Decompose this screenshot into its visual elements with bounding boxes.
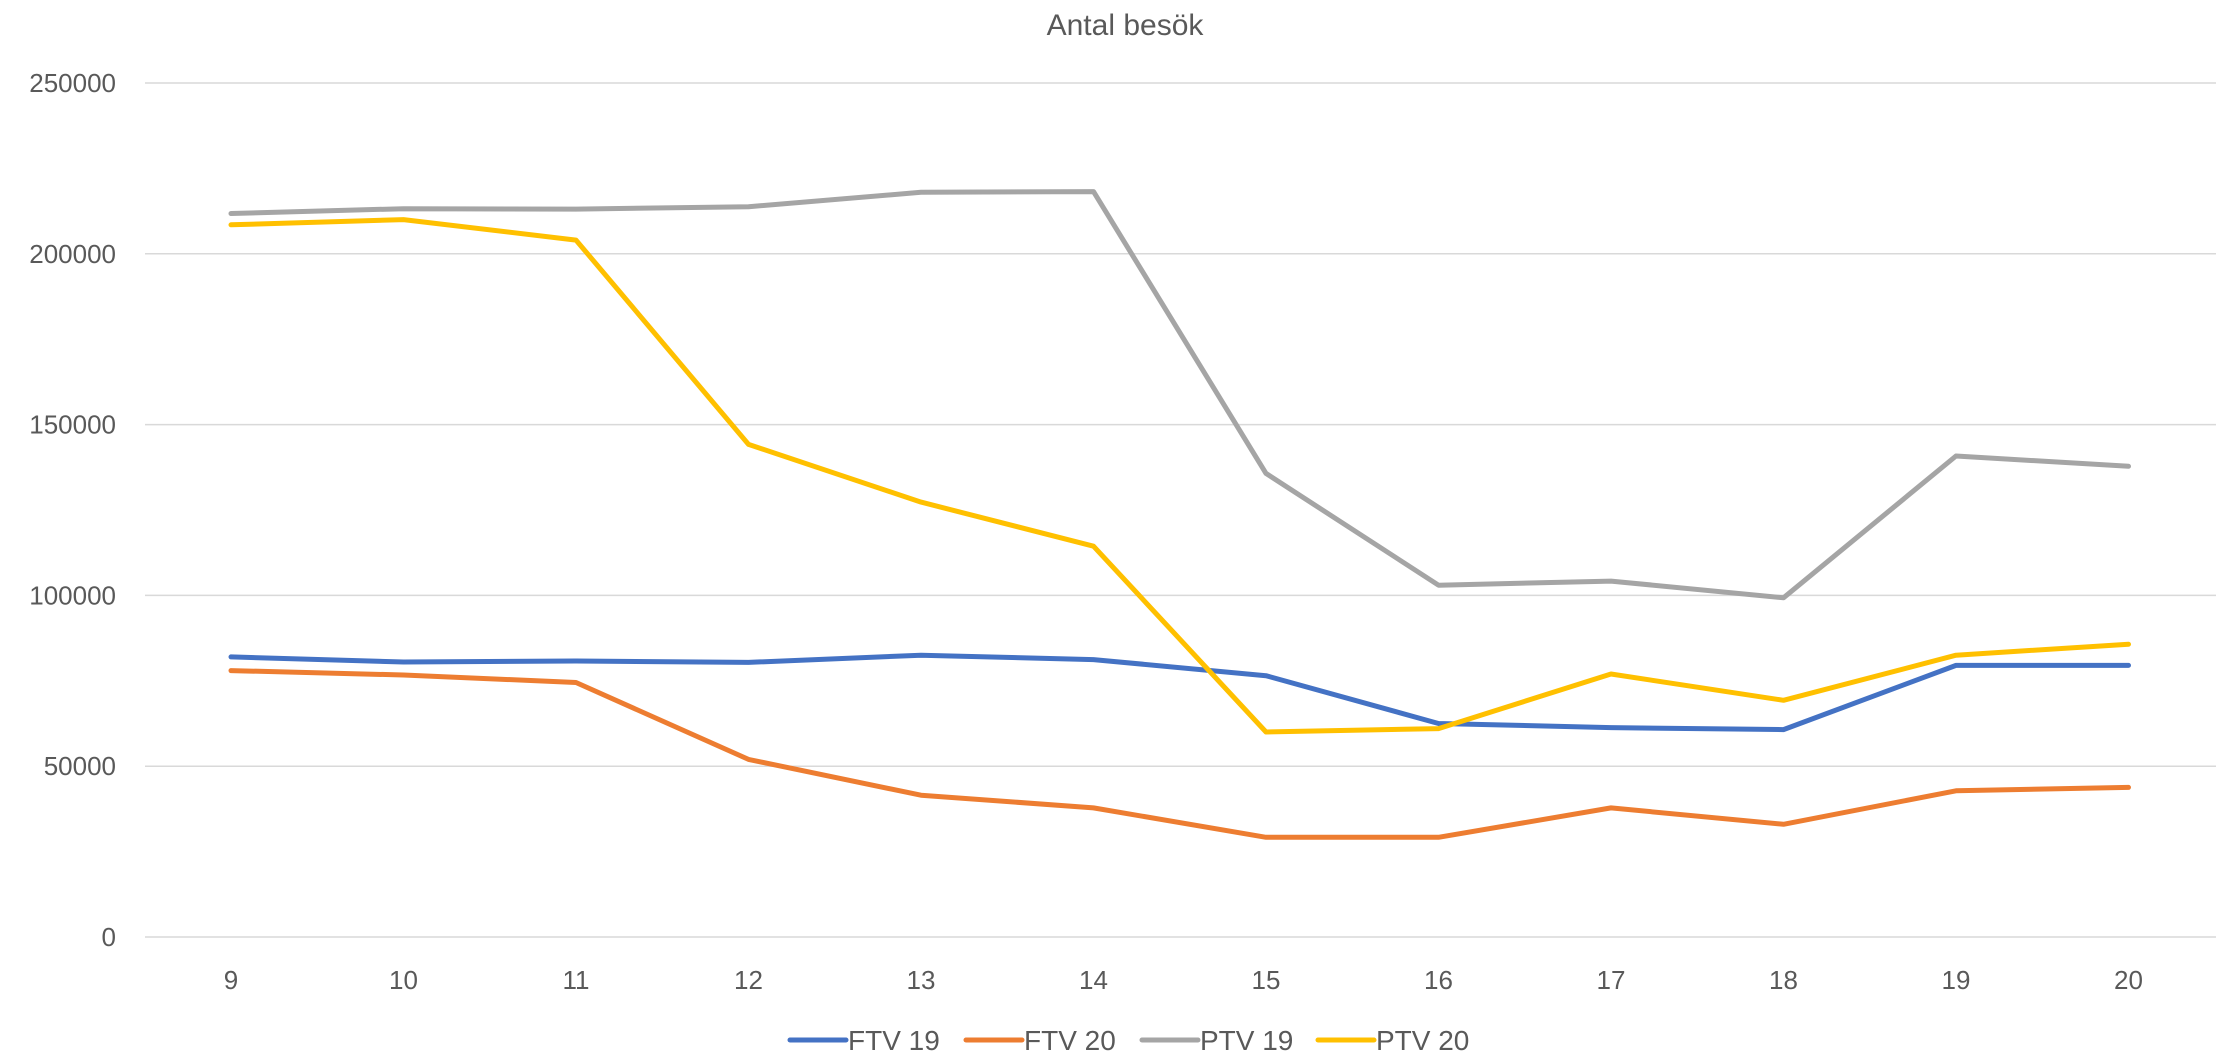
x-tick-label: 11 [563, 965, 590, 995]
x-tick-label: 9 [224, 965, 238, 995]
y-tick-label: 100000 [29, 580, 116, 610]
x-tick-label: 18 [1769, 965, 1798, 995]
legend-label: FTV 19 [848, 1025, 940, 1054]
x-tick-label: 16 [1424, 965, 1453, 995]
series-line-ptv-20 [228, 217, 2131, 735]
legend: FTV 19 FTV 20 PTV 19 PTV 20 [787, 1025, 1469, 1054]
x-tick-label: 20 [2114, 965, 2143, 995]
chart-title: Antal besök [1047, 9, 1205, 42]
y-tick-label: 150000 [29, 410, 116, 440]
y-tick-label: 200000 [29, 239, 116, 269]
x-axis-ticks: 9 10 11 12 13 14 15 16 17 18 19 20 [224, 965, 2143, 995]
x-tick-label: 14 [1079, 965, 1108, 995]
x-tick-label: 17 [1597, 965, 1626, 995]
legend-label: PTV 20 [1376, 1025, 1469, 1054]
series-group [228, 189, 2131, 840]
series-line-ptv-19 [228, 189, 2131, 601]
gridlines [145, 82, 2216, 938]
y-tick-label: 50000 [44, 751, 116, 781]
x-tick-label: 13 [907, 965, 936, 995]
legend-label: PTV 19 [1200, 1025, 1293, 1054]
legend-label: FTV 20 [1024, 1025, 1116, 1054]
series-line-ftv-20 [228, 668, 2131, 840]
x-tick-label: 15 [1252, 965, 1281, 995]
x-tick-label: 12 [734, 965, 763, 995]
y-tick-label: 250000 [29, 68, 116, 98]
x-tick-label: 19 [1942, 965, 1971, 995]
y-axis-ticks: 0 50000 100000 150000 200000 250000 [29, 68, 116, 952]
y-tick-label: 0 [102, 922, 116, 952]
x-tick-label: 10 [389, 965, 418, 995]
series-line-ftv-19 [228, 652, 2131, 733]
